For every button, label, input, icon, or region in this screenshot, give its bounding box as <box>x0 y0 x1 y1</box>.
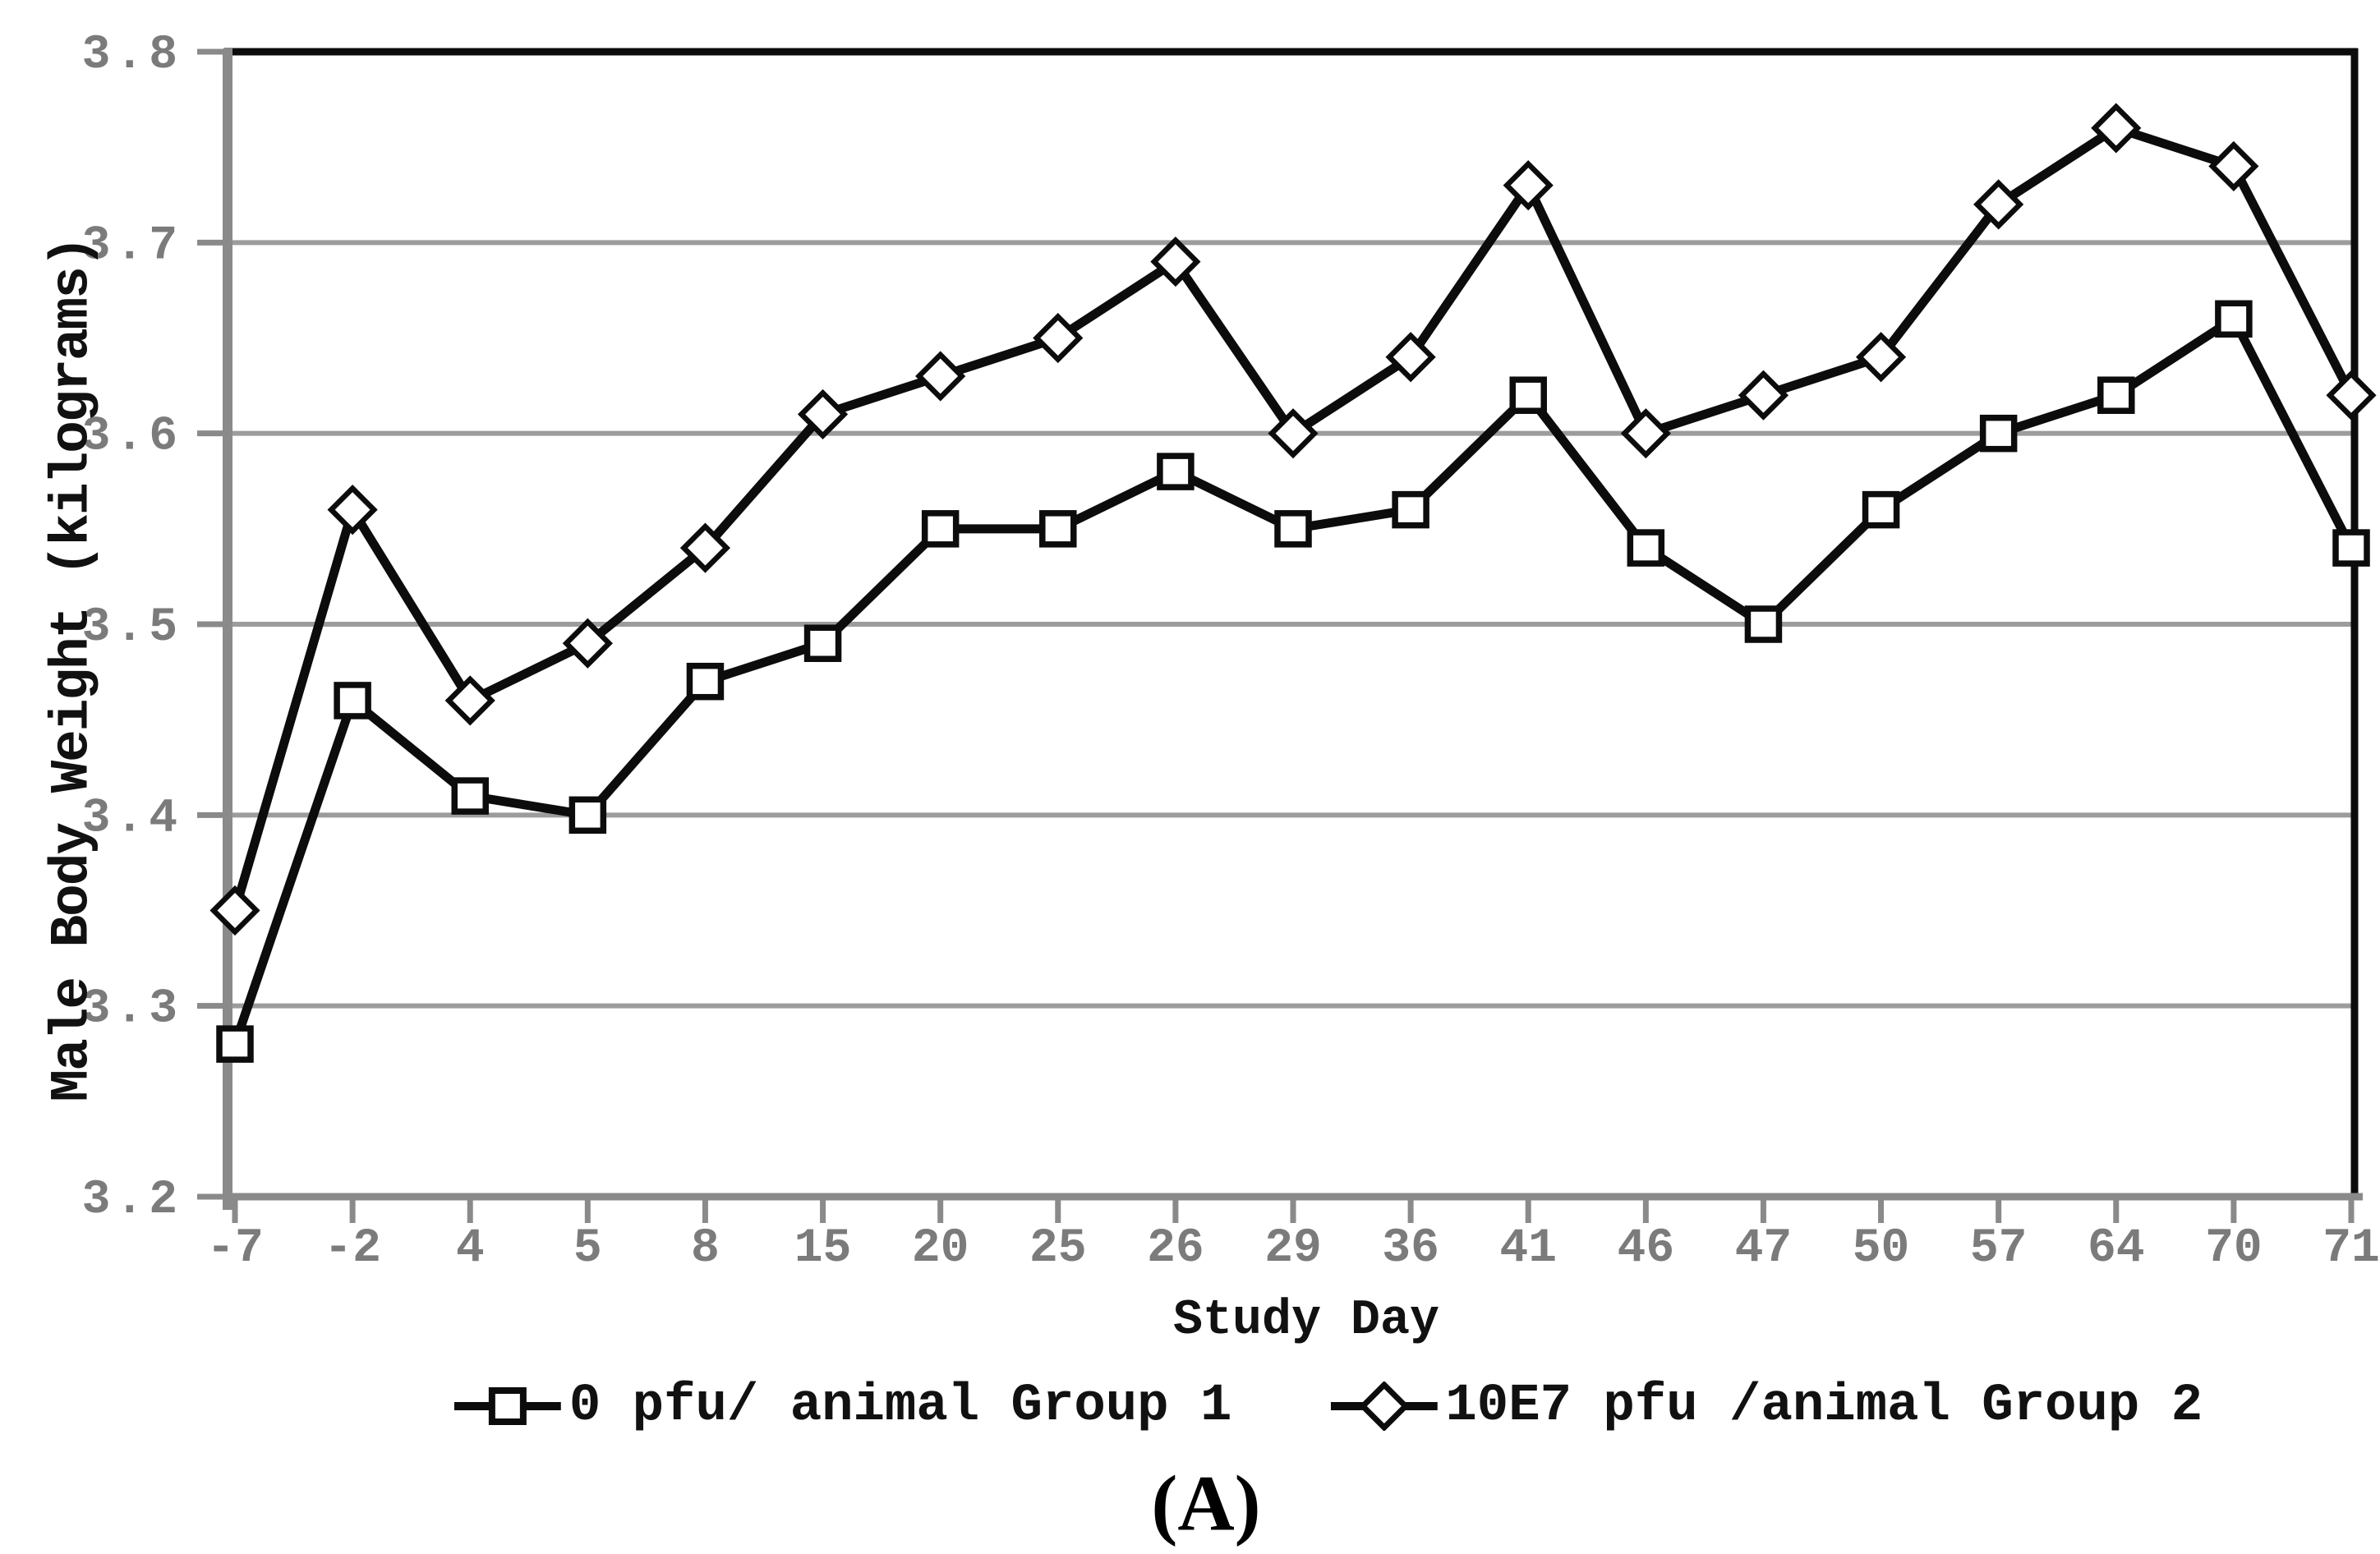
chart-legend: 0 pfu/ animal Group 1 10E7 pfu /animal G… <box>453 1377 2203 1436</box>
data-marker-diamond <box>1268 408 1319 459</box>
y-tick-label: 3.3 <box>82 983 182 1037</box>
data-marker-square <box>1509 376 1547 414</box>
data-marker-square <box>216 1025 254 1063</box>
data-marker-square <box>1274 510 1312 548</box>
data-marker-square <box>1392 490 1429 529</box>
data-marker-square <box>451 777 489 815</box>
data-marker-diamond <box>2326 370 2377 421</box>
panel-caption: (A) <box>1151 1459 1261 1547</box>
x-tick-label: 71 <box>2322 1222 2380 1276</box>
data-marker-square <box>1862 490 1900 529</box>
data-marker-diamond <box>209 885 260 936</box>
data-marker-square <box>334 682 371 720</box>
x-tick-label: 25 <box>1029 1222 1087 1276</box>
data-marker-diamond <box>1385 332 1436 383</box>
data-marker-diamond <box>797 388 849 440</box>
diamond-marker-icon <box>1330 1382 1438 1431</box>
data-marker-square <box>803 624 842 662</box>
x-tick-label: 26 <box>1147 1222 1204 1276</box>
x-tick-label: 20 <box>912 1222 969 1276</box>
x-tick-label: -7 <box>206 1222 264 1276</box>
legend-item-group1: 0 pfu/ animal Group 1 <box>453 1377 1232 1436</box>
data-marker-diamond <box>679 522 731 573</box>
x-tick-label: 41 <box>1499 1222 1557 1276</box>
x-tick-label: 57 <box>1970 1222 2028 1276</box>
x-tick-label: 64 <box>2088 1222 2145 1276</box>
legend-label-group2: 10E7 pfu /animal Group 2 <box>1445 1377 2203 1436</box>
data-marker-square <box>1157 453 1195 490</box>
data-marker-diamond <box>1855 332 1907 383</box>
x-tick-label: 47 <box>1735 1222 1793 1276</box>
data-marker-diamond <box>1503 160 1554 211</box>
data-marker-square <box>2332 529 2370 567</box>
y-tick-label: 3.6 <box>82 411 182 464</box>
y-tick-label: 3.4 <box>82 792 182 845</box>
y-axis-title: Male Body Weight (kilograms) <box>41 237 104 1102</box>
x-tick-label: 46 <box>1618 1222 1675 1276</box>
data-marker-diamond <box>1973 179 2024 230</box>
x-axis-title: Study Day <box>1172 1293 1440 1349</box>
data-marker-square <box>1039 510 1077 548</box>
data-marker-diamond <box>2208 140 2259 191</box>
y-tick-label: 3.5 <box>82 601 182 655</box>
data-marker-square <box>686 662 725 701</box>
data-marker-diamond <box>1150 236 1201 287</box>
x-tick-label: 15 <box>794 1222 852 1276</box>
y-tick-label: 3.2 <box>82 1174 182 1227</box>
data-marker-diamond <box>444 675 495 726</box>
data-marker-diamond <box>1620 408 1671 459</box>
x-tick-label: 50 <box>1853 1222 1910 1276</box>
x-tick-label: 70 <box>2205 1222 2263 1276</box>
data-marker-diamond <box>1033 312 1084 364</box>
x-tick-label: 4 <box>456 1222 485 1276</box>
data-marker-square <box>2215 300 2253 338</box>
data-marker-diamond <box>915 351 966 402</box>
data-marker-square <box>1627 529 1665 567</box>
y-tick-label: 3.7 <box>82 219 182 273</box>
data-marker-square <box>1744 605 1783 643</box>
x-tick-label: 5 <box>573 1222 602 1276</box>
x-tick-label: 8 <box>691 1222 720 1276</box>
data-marker-diamond <box>327 485 378 536</box>
data-marker-diamond <box>562 618 613 669</box>
data-marker-square <box>1979 414 2018 453</box>
legend-label-group1: 0 pfu/ animal Group 1 <box>569 1377 1232 1436</box>
data-marker-square <box>921 510 960 548</box>
square-marker-icon <box>453 1387 561 1425</box>
x-tick-label: 29 <box>1264 1222 1322 1276</box>
x-tick-label: 36 <box>1382 1222 1439 1276</box>
data-marker-square <box>569 796 607 834</box>
y-tick-label: 3.8 <box>82 29 182 82</box>
data-marker-square <box>2097 376 2135 414</box>
legend-item-group2: 10E7 pfu /animal Group 2 <box>1330 1377 2203 1436</box>
data-marker-diamond <box>2091 103 2142 154</box>
x-tick-label: -2 <box>324 1222 381 1276</box>
data-marker-diamond <box>1738 370 1789 421</box>
